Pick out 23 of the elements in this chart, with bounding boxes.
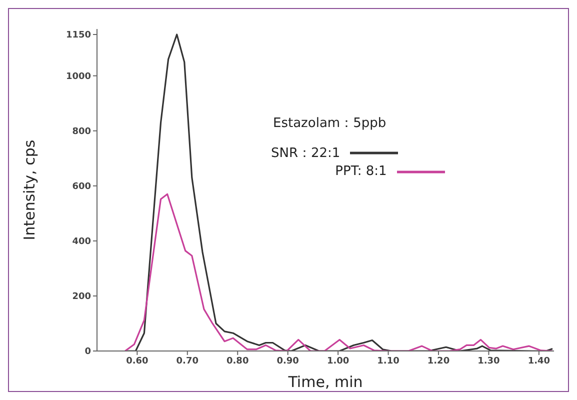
y-tick-label: 0 [84, 347, 91, 358]
legend-label: PPT: 8:1 [335, 164, 387, 179]
x-tick-label: 0.70 [176, 356, 199, 366]
line-series [124, 193, 554, 351]
y-tick-label: 800 [72, 127, 91, 138]
x-tick-label: 1.40 [528, 356, 550, 366]
y-tick-label: 200 [72, 292, 91, 302]
y-tick-label: 1150 [66, 30, 91, 41]
x-tick-label: 0.60 [126, 356, 148, 366]
x-tick-label: 1.30 [478, 356, 500, 366]
legend-label: SNR：22:1 [271, 145, 340, 162]
x-axis-title: Time, min [287, 373, 363, 391]
y-tick-label: 600 [72, 182, 91, 192]
annotation: Estazolam：5ppb [273, 115, 388, 132]
x-tick-label: 1.00 [326, 356, 350, 366]
x-tick-label: 1.10 [377, 356, 400, 366]
line-series [126, 34, 554, 351]
x-tick-label: 0.80 [226, 356, 249, 366]
y-tick-label: 1000 [66, 72, 91, 82]
y-tick-label: 400 [72, 237, 91, 248]
x-tick-label: 1.20 [427, 356, 450, 366]
y-axis-title: Intensity, cps [20, 140, 38, 240]
x-tick-label: 0.90 [276, 356, 299, 366]
